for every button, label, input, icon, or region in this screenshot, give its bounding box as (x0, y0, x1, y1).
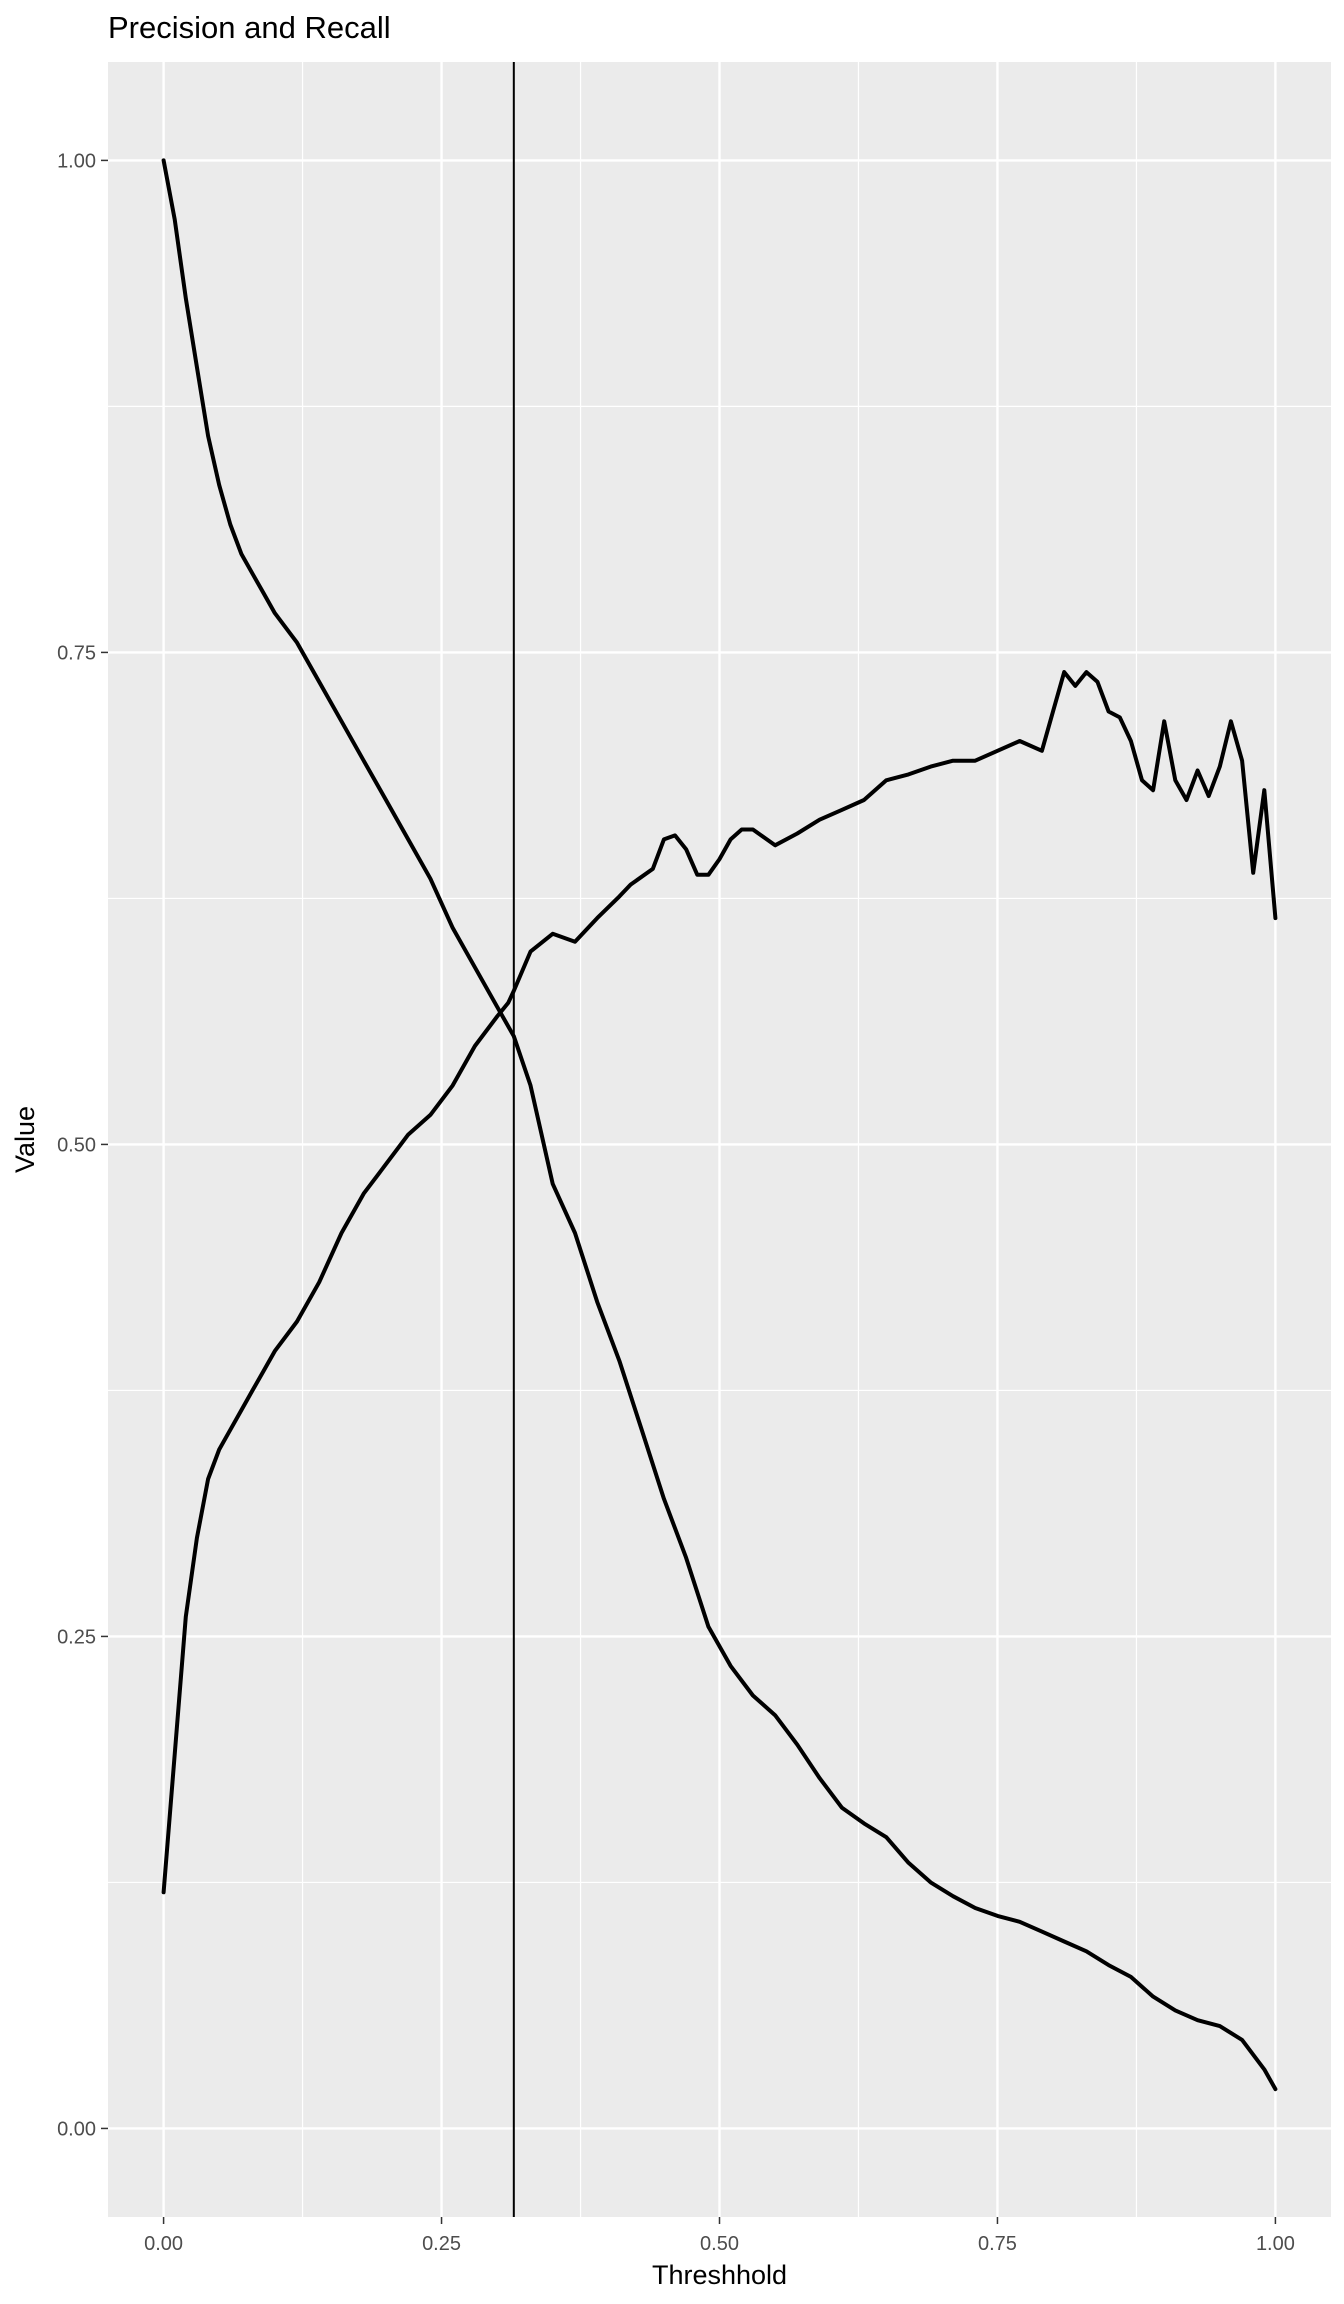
y-tick-label: 0.75 (57, 642, 96, 664)
series-line-1 (161, 670, 1278, 1895)
series-line-2 (161, 158, 1278, 2092)
x-tick-label: 0.75 (978, 2233, 1017, 2255)
x-tick-label: 0.00 (144, 2233, 183, 2255)
x-tick-label: 0.50 (700, 2233, 739, 2255)
y-axis-title: Value (10, 1106, 40, 1173)
x-tick-label: 0.25 (422, 2233, 461, 2255)
major-gridlines (108, 62, 1331, 2217)
y-tick-label: 0.25 (57, 1626, 96, 1648)
y-axis-ticks: 0.00 0.25 0.50 0.75 1.00 (57, 150, 108, 2140)
y-tick-label: 0.50 (57, 1134, 96, 1156)
y-tick-label: 1.00 (57, 150, 96, 172)
y-tick-label: 0.00 (57, 2118, 96, 2140)
x-axis-title: Threshhold (652, 2260, 787, 2290)
x-tick-label: 1.00 (1256, 2233, 1295, 2255)
chart-title: Precision and Recall (108, 10, 391, 45)
x-axis-ticks: 0.00 0.25 0.50 0.75 1.00 (144, 2217, 1295, 2255)
series-layer (161, 158, 1278, 2092)
